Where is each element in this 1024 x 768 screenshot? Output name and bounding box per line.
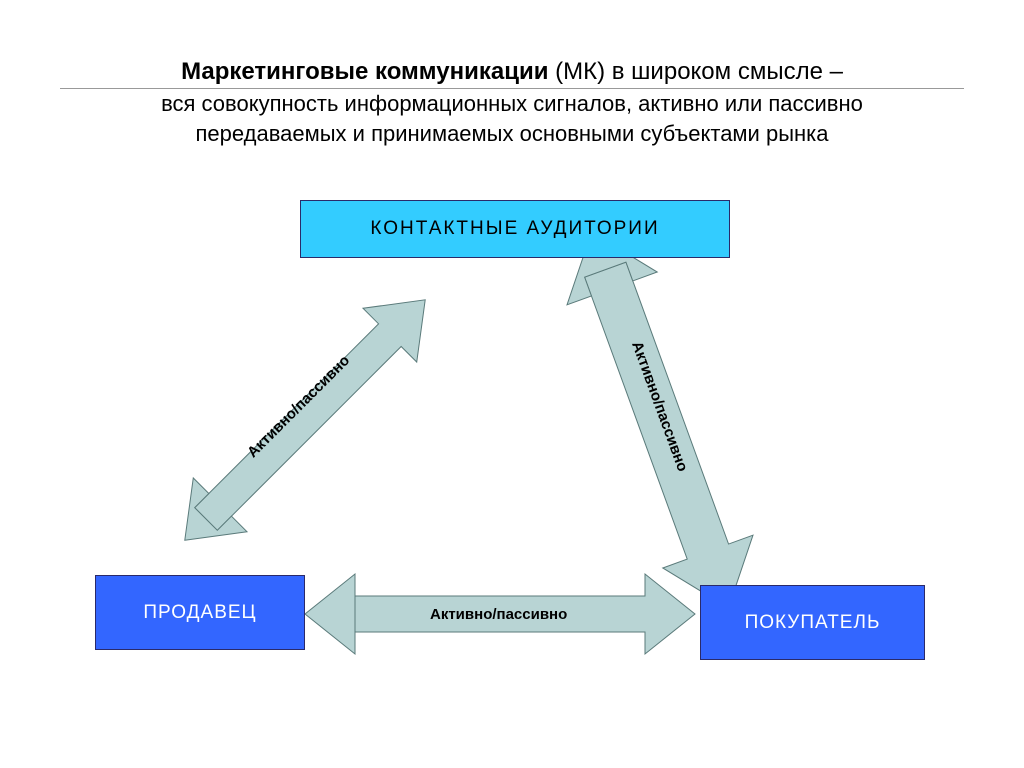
- edge-label-bottom: Активно/пассивно: [430, 606, 567, 623]
- title-block: Маркетинговые коммуникации (МК) в широко…: [60, 55, 964, 150]
- title-main: Маркетинговые коммуникации: [181, 58, 548, 85]
- title-line3: передаваемых и принимаемых основными суб…: [60, 119, 964, 150]
- title-underline: [60, 88, 964, 89]
- node-buyer: ПОКУПАТЕЛЬ: [700, 585, 925, 660]
- node-left-label: ПРОДАВЕЦ: [143, 602, 256, 624]
- title-rest: (МК) в широком смысле –: [548, 58, 842, 85]
- node-right-label: ПОКУПАТЕЛЬ: [745, 612, 881, 634]
- title-line2: вся совокупность информационных сигналов…: [60, 89, 964, 120]
- node-seller: ПРОДАВЕЦ: [95, 575, 305, 650]
- edge-label-right: Активно/пассивно: [628, 339, 691, 474]
- edge-label-left: Активно/пассивно: [244, 352, 353, 461]
- node-contact-audiences: КОНТАКТНЫЕ АУДИТОРИИ: [300, 200, 730, 258]
- node-top-label: КОНТАКТНЫЕ АУДИТОРИИ: [370, 218, 659, 240]
